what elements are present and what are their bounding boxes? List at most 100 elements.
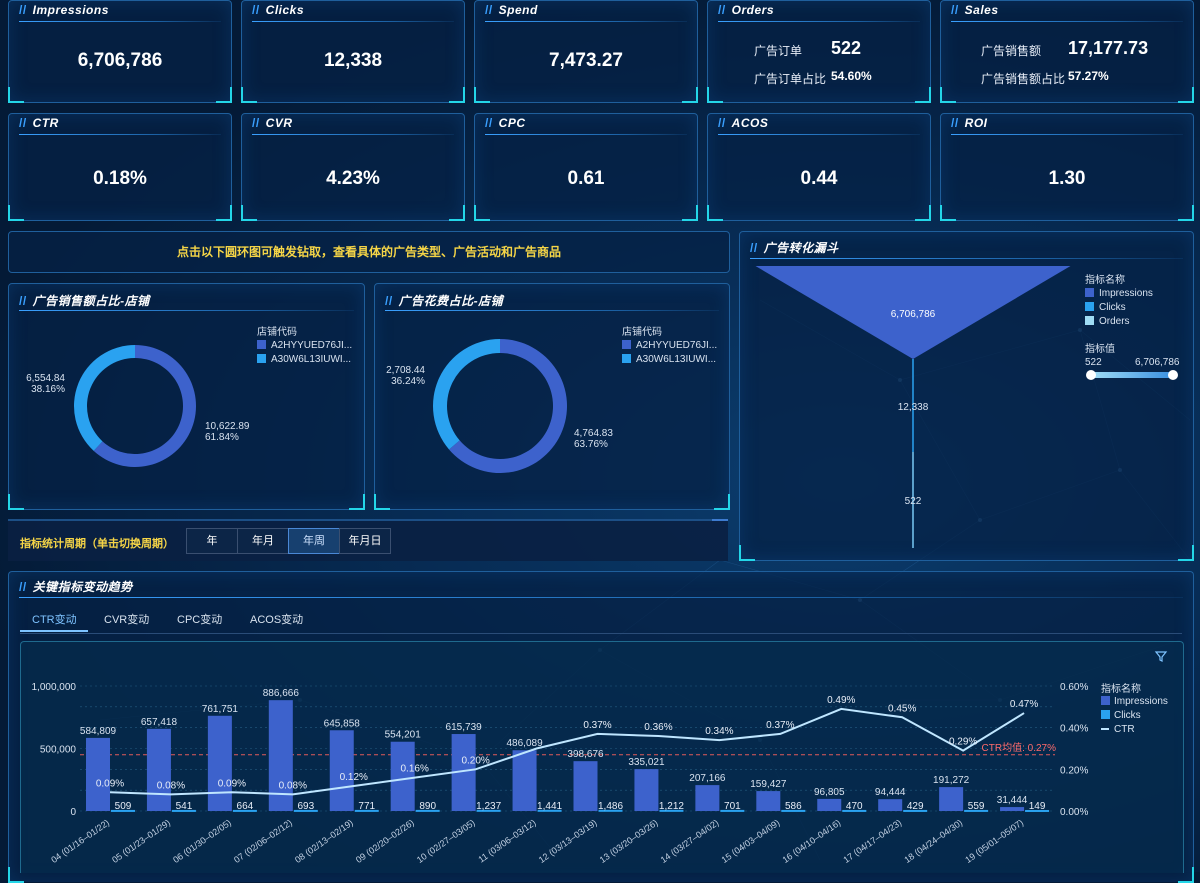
- period-button-year-month[interactable]: 年月: [237, 528, 289, 554]
- slash-icon: //: [19, 294, 27, 308]
- slash-icon: //: [951, 3, 959, 17]
- impressions-bar[interactable]: [939, 787, 964, 811]
- donut-slice[interactable]: [433, 339, 500, 450]
- clicks-bar[interactable]: [111, 809, 135, 812]
- kpi-card-spend: // Spend 7,473.27: [474, 0, 698, 103]
- impressions-bar[interactable]: [817, 798, 842, 811]
- clicks-bar[interactable]: [598, 809, 623, 812]
- tab-ctr[interactable]: CTR变动: [32, 614, 77, 626]
- orders-ratio-value: 54.60%: [831, 69, 872, 83]
- legend-label: CTR: [1114, 724, 1135, 735]
- slice-percent-label: 61.84%: [205, 432, 239, 443]
- impressions-bar[interactable]: [878, 799, 903, 811]
- clicks-bar[interactable]: [1025, 809, 1050, 812]
- legend-swatch: [257, 340, 266, 349]
- clicks-bar-label: 664: [237, 801, 254, 812]
- slash-icon: //: [485, 116, 493, 130]
- impressions-bar[interactable]: [329, 730, 354, 811]
- clicks-bar[interactable]: [842, 809, 867, 812]
- legend-title: 店铺代码: [622, 327, 662, 338]
- range-title: 指标值: [1085, 344, 1115, 355]
- clicks-bar-label: 771: [358, 801, 375, 812]
- clicks-bar[interactable]: [476, 809, 501, 812]
- ctr-point-label: 0.37%: [766, 720, 794, 731]
- impressions-bar[interactable]: [573, 761, 598, 811]
- range-slider-handle-min[interactable]: [1086, 370, 1096, 380]
- legend-label: Clicks: [1099, 302, 1126, 313]
- x-axis-tick: 13 (03/20–03/26): [598, 817, 660, 865]
- legend-item[interactable]: Clicks: [1085, 302, 1126, 313]
- orders-label: 广告订单: [754, 44, 803, 58]
- slice-value-label: 10,622.89: [205, 421, 250, 432]
- title-underline: [718, 134, 920, 135]
- impressions-bar[interactable]: [207, 715, 232, 811]
- x-axis-tick: 15 (04/03–04/09): [720, 817, 782, 865]
- donut-slice[interactable]: [74, 345, 135, 451]
- impressions-bar[interactable]: [268, 700, 293, 811]
- left-axis-tick: 500,000: [40, 745, 77, 756]
- legend-label: Orders: [1099, 316, 1130, 327]
- period-button-year-month-day[interactable]: 年月日: [339, 528, 391, 554]
- legend-item[interactable]: A2HYYUED76JI...: [622, 340, 717, 351]
- clicks-bar[interactable]: [964, 809, 989, 812]
- clicks-bar[interactable]: [537, 809, 562, 812]
- clicks-bar[interactable]: [720, 809, 745, 812]
- donut-card-sales-share: // 广告销售额占比-店铺 10,622.89 61.84% 6,554.84 38.1…: [8, 283, 365, 510]
- legend-item[interactable]: Impressions: [1085, 288, 1153, 299]
- funnel-chart[interactable]: 6,706,786 12,338 522: [740, 232, 1193, 560]
- filter-icon[interactable]: [1154, 649, 1168, 663]
- range-slider-handle-max[interactable]: [1168, 370, 1178, 380]
- legend-item[interactable]: A30W6L13IUWI...: [622, 354, 716, 365]
- impressions-bar-label: 31,444: [997, 795, 1028, 806]
- impressions-bar[interactable]: [634, 769, 659, 811]
- clicks-bar[interactable]: [781, 809, 806, 812]
- kpi-value: 6,706,786: [77, 50, 163, 71]
- slash-icon: //: [718, 3, 726, 17]
- legend-item[interactable]: A30W6L13IUWI...: [257, 354, 351, 365]
- clicks-bar[interactable]: [293, 809, 318, 812]
- ctr-point-label: 0.12%: [340, 772, 368, 783]
- impressions-bar[interactable]: [695, 785, 720, 811]
- x-axis-tick: 17 (04/17–04/23): [841, 817, 903, 865]
- slice-value-label: 2,708.44: [386, 365, 425, 376]
- slash-icon: //: [951, 116, 959, 130]
- clicks-bar[interactable]: [659, 809, 684, 812]
- impressions-bar[interactable]: [512, 750, 537, 811]
- period-button-year-week[interactable]: 年周: [288, 528, 340, 554]
- clicks-bar-label: 1,486: [598, 801, 623, 812]
- impressions-bar[interactable]: [146, 728, 171, 811]
- tab-cpc[interactable]: CPC变动: [177, 614, 223, 626]
- donut-card-spend-share: // 广告花费占比-店铺 4,764.83 63.76% 2,708.44 36.24%…: [374, 283, 730, 510]
- clicks-bar[interactable]: [232, 809, 257, 812]
- title-underline: [19, 310, 354, 311]
- clicks-bar-label: 541: [176, 801, 193, 812]
- donut-slice[interactable]: [449, 339, 567, 473]
- impressions-bar[interactable]: [86, 737, 110, 811]
- donut-slice[interactable]: [93, 345, 196, 467]
- impressions-bar[interactable]: [390, 741, 415, 811]
- slash-icon: //: [19, 3, 27, 17]
- kpi-title: CVR: [265, 116, 293, 130]
- clicks-bar[interactable]: [354, 809, 379, 812]
- legend-item[interactable]: A2HYYUED76JI...: [257, 340, 352, 351]
- range-slider-track: [1091, 372, 1173, 378]
- legend-item[interactable]: Orders: [1085, 316, 1130, 327]
- title-underline: [485, 21, 687, 22]
- clicks-bar[interactable]: [415, 809, 440, 812]
- kpi-title: Sales: [964, 3, 999, 17]
- clicks-bar[interactable]: [903, 809, 928, 812]
- tab-cvr[interactable]: CVR变动: [104, 614, 150, 626]
- kpi-title: CTR: [32, 116, 59, 130]
- impressions-bar[interactable]: [1000, 807, 1025, 811]
- ctr-point-label: 0.47%: [1010, 699, 1038, 710]
- tab-acos[interactable]: ACOS变动: [250, 614, 304, 626]
- impressions-bar-label: 645,858: [324, 718, 361, 729]
- impressions-bar[interactable]: [756, 791, 781, 811]
- kpi-value: 0.61: [567, 168, 605, 189]
- card-title: 广告转化漏斗: [763, 241, 839, 255]
- clicks-bar[interactable]: [171, 809, 196, 812]
- title-underline: [252, 21, 454, 22]
